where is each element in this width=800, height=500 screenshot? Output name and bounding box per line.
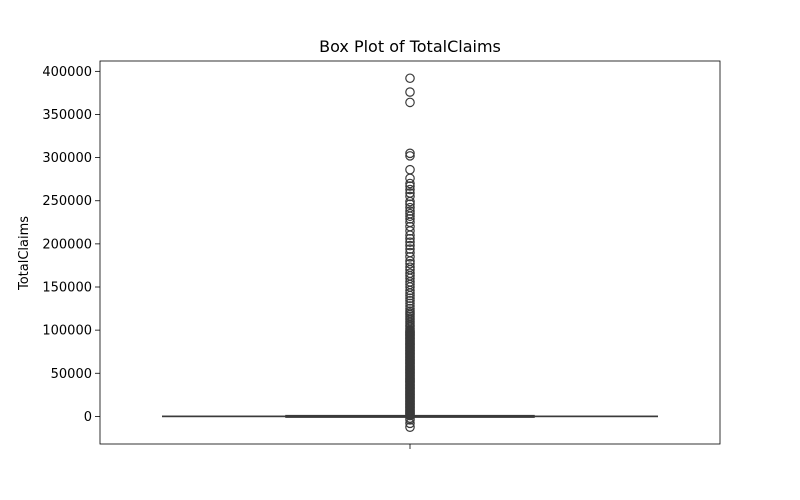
y-tick-label: 350000 [42, 108, 92, 123]
outlier-point [405, 208, 415, 219]
outlier-point [405, 252, 415, 262]
y-tick-label: 0 [84, 410, 92, 425]
outlier-point [405, 173, 415, 184]
y-tick-label: 300000 [42, 151, 92, 166]
outlier-point [405, 244, 415, 254]
outlier-point [405, 73, 415, 84]
outlier-point [405, 199, 415, 209]
outlier-point [405, 164, 415, 175]
outlier-point [405, 237, 415, 247]
y-axis-ticks: 0 50000 100000 150000 200000 250000 300000 3500… [42, 65, 100, 425]
outlier-point [405, 298, 415, 309]
outlier-point [405, 206, 415, 216]
y-tick-label: 400000 [42, 65, 92, 80]
outlier-point [405, 303, 415, 314]
outlier-point [405, 233, 415, 244]
y-tick-label: 150000 [42, 281, 92, 296]
outlier-point [405, 247, 415, 258]
outlier-point [405, 214, 415, 224]
outlier-point [405, 188, 415, 198]
outlier-points [405, 73, 415, 432]
outlier-point [405, 191, 415, 202]
outlier-point [405, 240, 415, 251]
outlier-point [405, 422, 415, 432]
outlier-point [405, 296, 415, 306]
outlier-point [405, 202, 415, 213]
outlier-point [405, 258, 415, 269]
outlier-point [405, 181, 415, 191]
y-axis-label: TotalClaims [17, 216, 32, 291]
outlier-point [405, 268, 415, 279]
outlier-point [405, 178, 415, 189]
outlier-point [405, 306, 415, 316]
outlier-point [405, 184, 415, 195]
outlier-point [405, 97, 415, 108]
y-tick-label: 50000 [51, 367, 92, 382]
chart-title: Box Plot of TotalClaims [319, 37, 501, 56]
y-tick-label: 250000 [42, 194, 92, 209]
outlier-point [405, 87, 415, 97]
outlier-point [405, 148, 415, 159]
y-tick-label: 200000 [42, 237, 92, 252]
outlier-point [405, 262, 415, 272]
outlier-point [405, 301, 415, 311]
outlier-point [405, 151, 415, 161]
y-tick-label: 100000 [42, 324, 92, 339]
outlier-point [405, 221, 415, 232]
outlier-point [405, 293, 415, 304]
